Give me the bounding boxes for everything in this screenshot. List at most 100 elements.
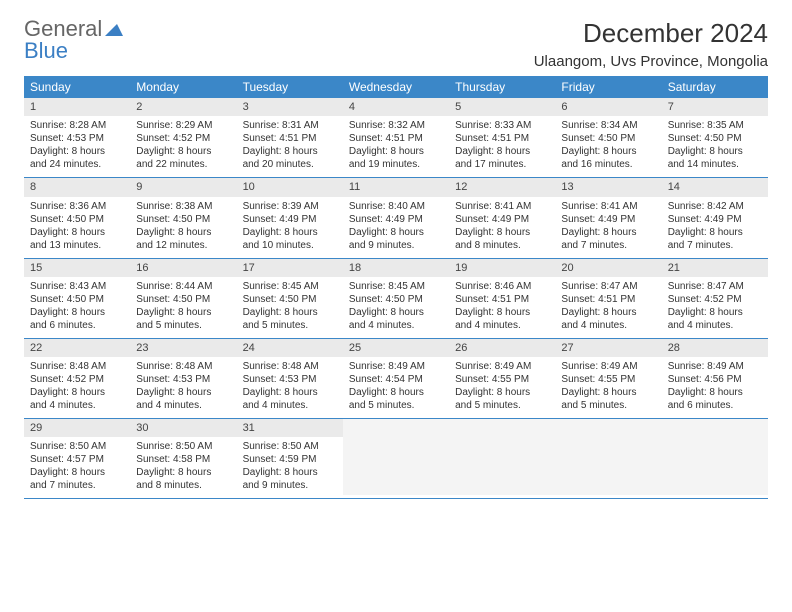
sunrise-text: Sunrise: 8:40 AM	[349, 200, 443, 213]
day-number: 13	[555, 178, 661, 197]
day-number: 19	[449, 258, 555, 277]
day-number	[662, 419, 768, 438]
day-cell: Sunrise: 8:41 AMSunset: 4:49 PMDaylight:…	[449, 197, 555, 259]
daylight-text: Daylight: 8 hours and 5 minutes.	[136, 306, 230, 332]
day-number: 8	[24, 178, 130, 197]
sunset-text: Sunset: 4:50 PM	[349, 293, 443, 306]
day-number: 28	[662, 338, 768, 357]
month-title: December 2024	[534, 18, 768, 49]
sunset-text: Sunset: 4:51 PM	[349, 132, 443, 145]
day-cell: Sunrise: 8:49 AMSunset: 4:54 PMDaylight:…	[343, 357, 449, 419]
sunrise-text: Sunrise: 8:35 AM	[668, 119, 762, 132]
day-header: Monday	[130, 76, 236, 98]
daynum-row: 22232425262728	[24, 338, 768, 357]
sunrise-text: Sunrise: 8:31 AM	[243, 119, 337, 132]
daylight-text: Daylight: 8 hours and 4 minutes.	[136, 386, 230, 412]
sunset-text: Sunset: 4:55 PM	[561, 373, 655, 386]
day-cell: Sunrise: 8:32 AMSunset: 4:51 PMDaylight:…	[343, 116, 449, 178]
daylight-text: Daylight: 8 hours and 9 minutes.	[243, 466, 337, 492]
daylight-text: Daylight: 8 hours and 19 minutes.	[349, 145, 443, 171]
day-number: 9	[130, 178, 236, 197]
day-number: 7	[662, 98, 768, 116]
day-cell: Sunrise: 8:45 AMSunset: 4:50 PMDaylight:…	[237, 277, 343, 339]
day-cell: Sunrise: 8:35 AMSunset: 4:50 PMDaylight:…	[662, 116, 768, 178]
logo-triangle-icon	[105, 16, 123, 41]
sunrise-text: Sunrise: 8:48 AM	[30, 360, 124, 373]
day-number: 21	[662, 258, 768, 277]
day-cell: Sunrise: 8:48 AMSunset: 4:52 PMDaylight:…	[24, 357, 130, 419]
day-number: 22	[24, 338, 130, 357]
day-cell	[343, 437, 449, 499]
day-number: 25	[343, 338, 449, 357]
sunset-text: Sunset: 4:52 PM	[30, 373, 124, 386]
sunrise-text: Sunrise: 8:41 AM	[561, 200, 655, 213]
sunset-text: Sunset: 4:50 PM	[136, 213, 230, 226]
sunrise-text: Sunrise: 8:50 AM	[136, 440, 230, 453]
day-cell	[449, 437, 555, 499]
sunrise-text: Sunrise: 8:41 AM	[455, 200, 549, 213]
sunrise-text: Sunrise: 8:44 AM	[136, 280, 230, 293]
day-number: 31	[237, 419, 343, 438]
daylight-text: Daylight: 8 hours and 7 minutes.	[668, 226, 762, 252]
sunset-text: Sunset: 4:55 PM	[455, 373, 549, 386]
day-header: Wednesday	[343, 76, 449, 98]
sunrise-text: Sunrise: 8:33 AM	[455, 119, 549, 132]
sunrise-text: Sunrise: 8:49 AM	[455, 360, 549, 373]
sunset-text: Sunset: 4:57 PM	[30, 453, 124, 466]
day-cell: Sunrise: 8:47 AMSunset: 4:51 PMDaylight:…	[555, 277, 661, 339]
week-row: Sunrise: 8:36 AMSunset: 4:50 PMDaylight:…	[24, 197, 768, 259]
day-number: 27	[555, 338, 661, 357]
day-number: 12	[449, 178, 555, 197]
daylight-text: Daylight: 8 hours and 6 minutes.	[668, 386, 762, 412]
daylight-text: Daylight: 8 hours and 5 minutes.	[455, 386, 549, 412]
daynum-row: 891011121314	[24, 178, 768, 197]
daylight-text: Daylight: 8 hours and 5 minutes.	[561, 386, 655, 412]
day-cell: Sunrise: 8:48 AMSunset: 4:53 PMDaylight:…	[130, 357, 236, 419]
week-row: Sunrise: 8:50 AM Sunset: 4:57 PM Daylight:…	[24, 437, 768, 499]
daylight-text: Daylight: 8 hours and 24 minutes.	[30, 145, 124, 171]
day-cell: Sunrise: 8:49 AMSunset: 4:55 PMDaylight:…	[555, 357, 661, 419]
sunrise-text: Sunrise: 8:36 AM	[30, 200, 124, 213]
daylight-text: Daylight: 8 hours and 6 minutes.	[30, 306, 124, 332]
sunrise-text: Sunrise: 8:46 AM	[455, 280, 549, 293]
day-cell: Sunrise: 8:33 AMSunset: 4:51 PMDaylight:…	[449, 116, 555, 178]
day-header-row: Sunday Monday Tuesday Wednesday Thursday…	[24, 76, 768, 98]
sunset-text: Sunset: 4:51 PM	[243, 132, 337, 145]
daylight-text: Daylight: 8 hours and 8 minutes.	[136, 466, 230, 492]
day-number: 20	[555, 258, 661, 277]
sunset-text: Sunset: 4:56 PM	[668, 373, 762, 386]
logo: General Blue	[24, 18, 123, 62]
daylight-text: Daylight: 8 hours and 4 minutes.	[455, 306, 549, 332]
day-cell	[555, 437, 661, 499]
day-cell: Sunrise: 8:50 AMSunset: 4:59 PMDaylight:…	[237, 437, 343, 499]
sunset-text: Sunset: 4:59 PM	[243, 453, 337, 466]
sunrise-text: Sunrise: 8:32 AM	[349, 119, 443, 132]
day-number: 11	[343, 178, 449, 197]
day-number: 18	[343, 258, 449, 277]
daylight-text: Daylight: 8 hours and 10 minutes.	[243, 226, 337, 252]
day-cell: Sunrise: 8:50 AMSunset: 4:58 PMDaylight:…	[130, 437, 236, 499]
day-number: 23	[130, 338, 236, 357]
daylight-text: Daylight: 8 hours and 4 minutes.	[349, 306, 443, 332]
daylight-text: Daylight: 8 hours and 4 minutes.	[243, 386, 337, 412]
location: Ulaangom, Uvs Province, Mongolia	[534, 53, 768, 70]
day-number: 30	[130, 419, 236, 438]
daylight-text: Daylight: 8 hours and 4 minutes.	[561, 306, 655, 332]
sunrise-text: Sunrise: 8:50 AM	[243, 440, 337, 453]
day-cell: Sunrise: 8:39 AMSunset: 4:49 PMDaylight:…	[237, 197, 343, 259]
logo-text-2: Blue	[24, 38, 68, 63]
day-cell: Sunrise: 8:29 AMSunset: 4:52 PMDaylight:…	[130, 116, 236, 178]
sunset-text: Sunset: 4:52 PM	[136, 132, 230, 145]
sunset-text: Sunset: 4:50 PM	[668, 132, 762, 145]
day-cell: Sunrise: 8:31 AMSunset: 4:51 PMDaylight:…	[237, 116, 343, 178]
sunrise-text: Sunrise: 8:49 AM	[668, 360, 762, 373]
day-number: 29	[24, 419, 130, 438]
day-number	[555, 419, 661, 438]
daylight-text: Daylight: 8 hours and 12 minutes.	[136, 226, 230, 252]
sunset-text: Sunset: 4:49 PM	[243, 213, 337, 226]
day-number: 14	[662, 178, 768, 197]
sunset-text: Sunset: 4:50 PM	[136, 293, 230, 306]
sunrise-text: Sunrise: 8:49 AM	[561, 360, 655, 373]
daylight-text: Daylight: 8 hours and 4 minutes.	[668, 306, 762, 332]
day-number: 24	[237, 338, 343, 357]
